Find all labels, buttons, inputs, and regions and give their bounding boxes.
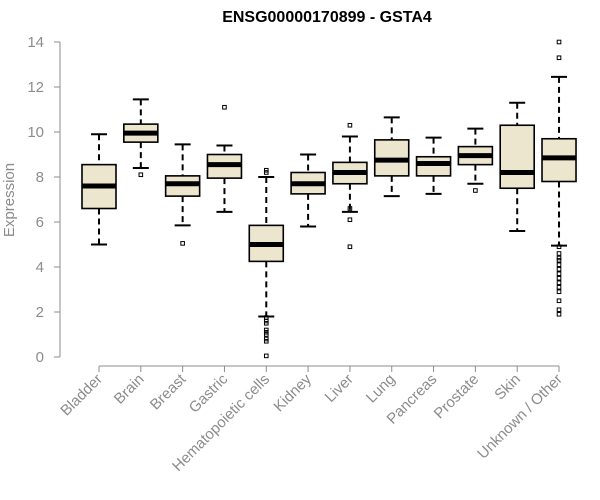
- y-tick-label: 8: [36, 169, 44, 186]
- outlier-point: [347, 217, 353, 223]
- box-group-hematopoietic-cells: [248, 167, 285, 359]
- x-category-label: Skin: [491, 371, 524, 404]
- box-group-bladder: [81, 133, 117, 246]
- outlier-point: [556, 39, 562, 45]
- y-axis: 0 2 4 6 8 10 12 14: [27, 34, 61, 366]
- outlier-point: [263, 353, 269, 359]
- x-category-label: Prostate: [431, 371, 483, 423]
- outlier-point: [556, 275, 562, 281]
- outlier-point: [556, 311, 562, 317]
- box-group-pancreas: [415, 136, 452, 195]
- y-tick-label: 10: [27, 124, 44, 141]
- outlier-point: [222, 104, 227, 110]
- outlier-point: [556, 280, 562, 286]
- outlier-point: [347, 122, 353, 128]
- box-group-liver: [332, 122, 368, 250]
- x-category-label: Breast: [147, 370, 190, 413]
- y-tick-label: 6: [36, 214, 44, 231]
- box-iqr: [499, 124, 536, 190]
- outlier-point: [556, 251, 562, 256]
- y-tick-label: 4: [36, 259, 44, 276]
- outlier-point: [556, 244, 562, 250]
- x-category-label: Brain: [111, 371, 148, 408]
- outlier-point: [556, 307, 562, 313]
- box-group-unknown-other: [541, 39, 577, 317]
- box-group-brain: [123, 98, 159, 178]
- y-tick-label: 14: [27, 34, 44, 51]
- outlier-point: [347, 244, 353, 250]
- outlier-point: [347, 206, 353, 211]
- outlier-point: [556, 55, 562, 61]
- x-category-label: Kidney: [270, 370, 315, 415]
- outlier-point: [556, 271, 562, 277]
- outlier-point: [556, 284, 562, 290]
- y-tick-label: 2: [36, 304, 44, 321]
- box-iqr: [415, 155, 452, 177]
- y-tick-label: 12: [27, 79, 44, 96]
- x-category-label: Liver: [322, 371, 357, 406]
- box-group-gastric: [206, 104, 243, 213]
- outlier-point: [138, 172, 144, 178]
- outlier-point: [556, 298, 562, 304]
- box-group-lung: [373, 116, 410, 198]
- outlier-point: [556, 257, 562, 263]
- box-group-kidney: [290, 153, 326, 228]
- outlier-point: [556, 289, 562, 295]
- plot-area: [81, 39, 577, 359]
- outlier-point: [180, 241, 185, 246]
- x-category-label: Bladder: [57, 371, 106, 420]
- outlier-point: [556, 266, 562, 272]
- y-tick-label: 0: [36, 349, 44, 366]
- y-axis-title: Expression: [1, 163, 18, 237]
- chart-title: ENSG00000170899 - GSTA4: [222, 9, 432, 26]
- box-group-prostate: [457, 127, 494, 193]
- outlier-point: [556, 262, 562, 268]
- outlier-point: [263, 332, 269, 337]
- outlier-point: [263, 320, 269, 326]
- outlier-point: [473, 188, 478, 193]
- box-group-skin: [499, 101, 536, 232]
- x-category-label: Lung: [363, 371, 399, 407]
- box-group-breast: [164, 143, 201, 246]
- outlier-point: [263, 170, 269, 175]
- outlier-point: [263, 338, 269, 344]
